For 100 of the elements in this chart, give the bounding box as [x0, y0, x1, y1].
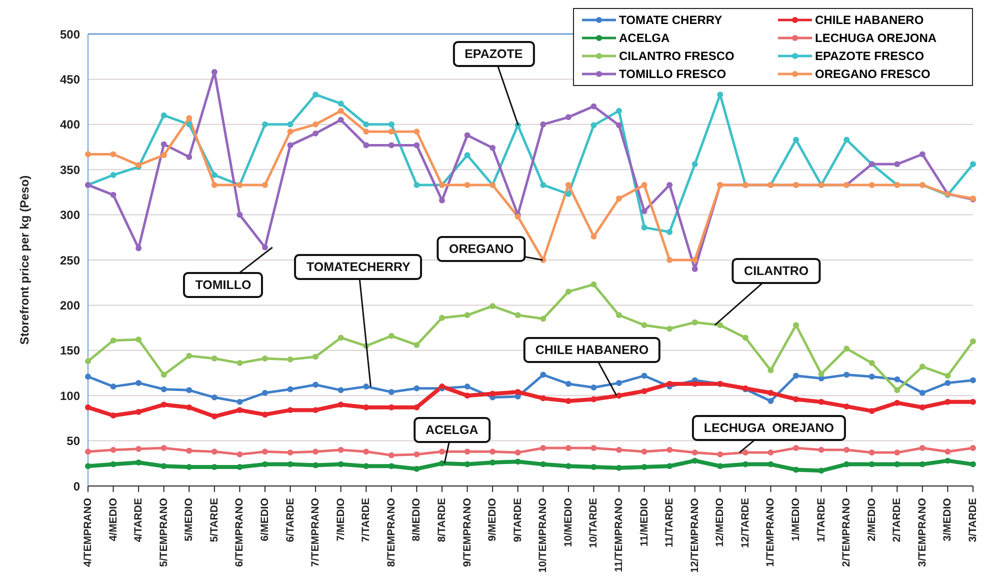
point [110, 446, 116, 453]
point [262, 412, 268, 418]
x-tick-label: 9/TARDE [512, 498, 524, 542]
y-tick-label: 250 [60, 253, 80, 268]
point [186, 448, 192, 454]
point [186, 387, 192, 394]
point [540, 395, 546, 402]
point [844, 136, 850, 143]
point [742, 450, 748, 456]
point [85, 404, 91, 410]
y-tick-label: 500 [60, 27, 80, 42]
x-tick-label: 11/TARDE [664, 498, 676, 548]
y-tick-label: 400 [60, 118, 80, 132]
x-tick-label: 5/TEMPRANO [158, 498, 170, 567]
point [793, 136, 799, 143]
point [793, 372, 799, 379]
point [616, 312, 622, 318]
point [110, 412, 116, 418]
point [414, 404, 420, 410]
point [590, 445, 597, 452]
point [818, 446, 824, 453]
point [236, 407, 243, 414]
x-tick-label: 10/TEMPRANO [537, 498, 550, 573]
point [211, 394, 218, 400]
point [768, 461, 774, 468]
point [540, 316, 546, 322]
point [565, 288, 572, 295]
point [919, 151, 926, 158]
point [793, 322, 799, 328]
x-tick-label: 10/TARDE [588, 498, 600, 548]
legend-label: LECHUGA OREJONA [815, 31, 937, 45]
point [565, 463, 572, 470]
point [666, 326, 673, 332]
point [110, 151, 116, 158]
point [262, 390, 268, 396]
point [666, 380, 673, 387]
x-tick-label: 8/TEMPRANO [385, 498, 398, 567]
point [439, 314, 445, 321]
point [919, 364, 926, 370]
x-tick-label: 1/MEDIO [790, 498, 802, 542]
point [160, 463, 167, 470]
point [742, 334, 748, 341]
point [414, 128, 420, 135]
point [540, 445, 546, 452]
point [338, 446, 344, 453]
point [363, 384, 370, 390]
point [262, 182, 268, 188]
point [514, 388, 521, 395]
x-tick-label: 6/TARDE [284, 498, 296, 542]
point [110, 192, 116, 198]
point [894, 461, 900, 468]
point [186, 115, 192, 122]
point [490, 144, 496, 151]
point [287, 128, 294, 135]
x-tick-label: 9/TEMPRANO [461, 498, 474, 567]
point [919, 461, 926, 468]
legend-label: ACELGA [619, 31, 670, 45]
point [338, 402, 344, 408]
annotation: TOMATECHERRY [294, 254, 422, 280]
point [338, 334, 344, 341]
x-tick-label: 12/TEMPRANO [688, 498, 701, 573]
point [464, 392, 470, 399]
point [388, 452, 394, 458]
x-tick-label: 4/TEMPRANO [82, 498, 94, 567]
point [338, 116, 344, 123]
y-tick-label: 100 [60, 388, 80, 403]
point [844, 346, 850, 352]
point [136, 380, 142, 386]
point [110, 461, 116, 468]
x-tick-label: 8/TARDE [436, 498, 448, 542]
point [590, 233, 597, 240]
point [312, 448, 319, 455]
point [818, 398, 824, 405]
y-tick-label: 300 [60, 208, 80, 222]
point [944, 458, 951, 464]
point [160, 112, 167, 118]
x-tick-label: 6/TEMPRANO [234, 498, 246, 567]
point [338, 461, 344, 468]
point [211, 448, 218, 455]
point [844, 372, 850, 378]
point [388, 121, 394, 128]
x-tick-label: 2/MEDIO [866, 498, 878, 542]
point [666, 257, 673, 263]
point [616, 464, 622, 471]
point [717, 451, 724, 458]
x-tick-label: 11/TEMPRANO [613, 498, 625, 572]
point [944, 448, 951, 455]
point [287, 407, 294, 414]
point [85, 374, 91, 380]
point [287, 386, 294, 392]
point [414, 466, 420, 472]
point [160, 402, 167, 408]
point [388, 142, 394, 148]
point [666, 446, 673, 453]
point [262, 461, 268, 468]
legend-label: TOMATE CHERRY [619, 13, 722, 27]
point [818, 370, 824, 377]
point [919, 404, 926, 410]
point [262, 448, 268, 455]
point [565, 380, 572, 387]
